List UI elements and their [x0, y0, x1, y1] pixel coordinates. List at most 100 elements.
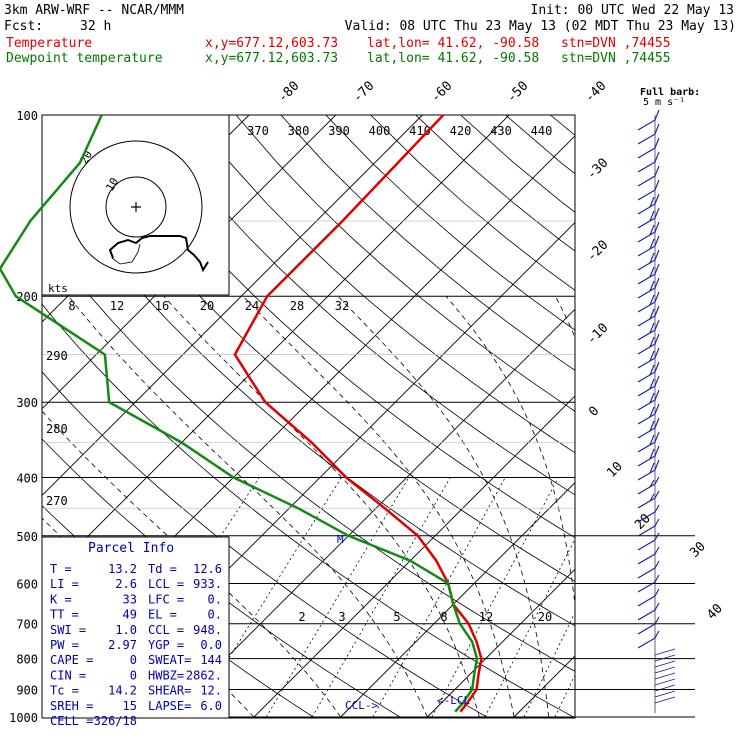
isotherm-label--20: -20: [584, 238, 611, 265]
parcel-value: 948.: [193, 623, 222, 637]
wind-barb-flag: [649, 448, 655, 460]
wind-barb-shaft: [637, 469, 656, 481]
wind-barb-flag: [654, 476, 660, 485]
wind-barb-shaft: [637, 511, 656, 523]
isotherm-label-0: 0: [586, 404, 602, 420]
isotherm-line: [513, 655, 575, 718]
wind-barb-flag: [649, 378, 655, 390]
wind-barb-flag: [654, 319, 660, 331]
wind-barb-shaft: [637, 133, 656, 145]
barb-legend-line1: Full barb:: [640, 87, 700, 98]
parcel-label: K =: [50, 592, 72, 606]
wind-barb-flag: [654, 403, 660, 415]
pressure-label-100: 100: [16, 109, 38, 123]
wind-barb-flag: [654, 179, 660, 191]
fcst-value: 32 h: [80, 19, 112, 34]
parcel-value: 326/18: [94, 714, 137, 728]
parcel-value: 12.6: [193, 562, 222, 576]
wind-barb-shaft: [637, 385, 656, 397]
wind-barb-flag: [649, 196, 655, 208]
wind-barb-flag: [654, 518, 660, 527]
wind-barb-flag: [654, 277, 660, 289]
wind-barb-flag: [649, 336, 655, 348]
mixing-ratio-label-12: 12: [110, 299, 124, 313]
mixing-ratio-low-label-2: 2: [298, 610, 305, 624]
wind-barb-flag: [654, 417, 660, 429]
wind-barb-flag: [654, 630, 660, 639]
mixing-ratio-low-label-12: 12: [479, 610, 493, 624]
wind-barb-flag: [654, 193, 660, 205]
wind-barb-shaft: [637, 455, 656, 467]
wind-barb-low: [654, 660, 676, 668]
mixing-ratio-line: [523, 611, 575, 718]
pressure-label-1000: 1000: [9, 711, 38, 725]
parcel-label: YGP =: [148, 638, 184, 652]
parcel-value: 0: [130, 653, 137, 667]
parcel-label: TT =: [50, 608, 79, 622]
wind-barb-flag: [654, 532, 660, 541]
parcel-value: 2.6: [115, 577, 137, 591]
mixing-ratio-line: [372, 477, 506, 718]
wind-barb-flag: [654, 109, 660, 121]
wind-barb-flag: [649, 252, 655, 264]
mixing-ratio-line: [603, 477, 712, 717]
pressure-label-500: 500: [16, 530, 38, 544]
dewpoint-latlon: lat,lon= 41.62, -90.58: [367, 51, 540, 66]
wind-barb-flag: [649, 294, 655, 306]
mixing-ratio-line: [484, 538, 575, 718]
plot-frame: [41, 114, 576, 719]
wind-barb-low: [654, 690, 676, 698]
wind-barb-flag: [649, 350, 655, 362]
model-title: 3km ARW-WRF -- NCAR/MMM: [4, 3, 185, 18]
parcel-label: EL =: [148, 608, 177, 622]
parcel-value: 33: [123, 592, 137, 606]
parcel-value: 13.2: [108, 562, 137, 576]
wind-barb-shaft: [637, 399, 656, 411]
wind-barb-flag: [654, 291, 660, 303]
temperature-station: stn=DVN ,74455: [561, 36, 671, 51]
hodograph-units: kts: [48, 282, 68, 295]
dewpoint-station: stn=DVN ,74455: [561, 51, 671, 66]
isotherm-label--10: -10: [584, 321, 611, 348]
wind-barb-shaft: [637, 203, 656, 215]
parcel-value: 933.: [193, 577, 222, 591]
parcel-label: CIN =: [50, 668, 86, 682]
init-time: Init: 00 UTC Wed 22 May 13: [530, 3, 735, 18]
wind-barb-low: [654, 678, 676, 686]
wind-barb-flag: [649, 322, 655, 334]
wind-barb-shaft: [637, 637, 656, 649]
mixing-ratio-label-28: 28: [290, 299, 304, 313]
theta-label-430: 430: [490, 124, 512, 138]
wind-barb-shaft: [637, 483, 656, 495]
temperature-profile: [233, 114, 483, 713]
wind-barb-flag: [654, 560, 660, 569]
wind-barb-flag: [654, 361, 660, 373]
wind-barb-shaft: [637, 553, 656, 565]
hodograph-center-icon: [131, 202, 141, 212]
wind-barb-shaft: [637, 427, 656, 439]
mixing-ratio-label-20: 20: [200, 299, 214, 313]
parcel-label: LI =: [50, 577, 79, 591]
wind-barb-flag: [654, 574, 660, 583]
parcel-value: 15: [123, 699, 137, 713]
wind-barb-flag: [649, 462, 655, 474]
wind-barb-shaft: [637, 161, 656, 173]
mixing-ratio-line: [622, 477, 729, 717]
wind-barb-shaft: [637, 441, 656, 453]
wind-barb-shaft: [637, 595, 656, 607]
wind-barb-shaft: [637, 301, 656, 313]
dry-adiabat: [42, 371, 487, 718]
wind-barb-low: [654, 654, 676, 662]
parcel-value: 0: [130, 668, 137, 682]
mixing-ratio-line: [581, 477, 692, 717]
wind-barb-shaft: [637, 175, 656, 187]
lcl-marker: <-LCL: [437, 694, 470, 707]
wind-barb-flag: [654, 305, 660, 317]
isotherm-label-40: 40: [704, 601, 726, 623]
parcel-label: HWBZ=: [148, 668, 184, 682]
wind-barb-flag: [654, 445, 660, 457]
parcel-value: 1.0: [115, 623, 137, 637]
m-marker: M: [337, 533, 344, 546]
isotherm-line: [601, 115, 740, 717]
dry-adiabat: [280, 115, 575, 371]
